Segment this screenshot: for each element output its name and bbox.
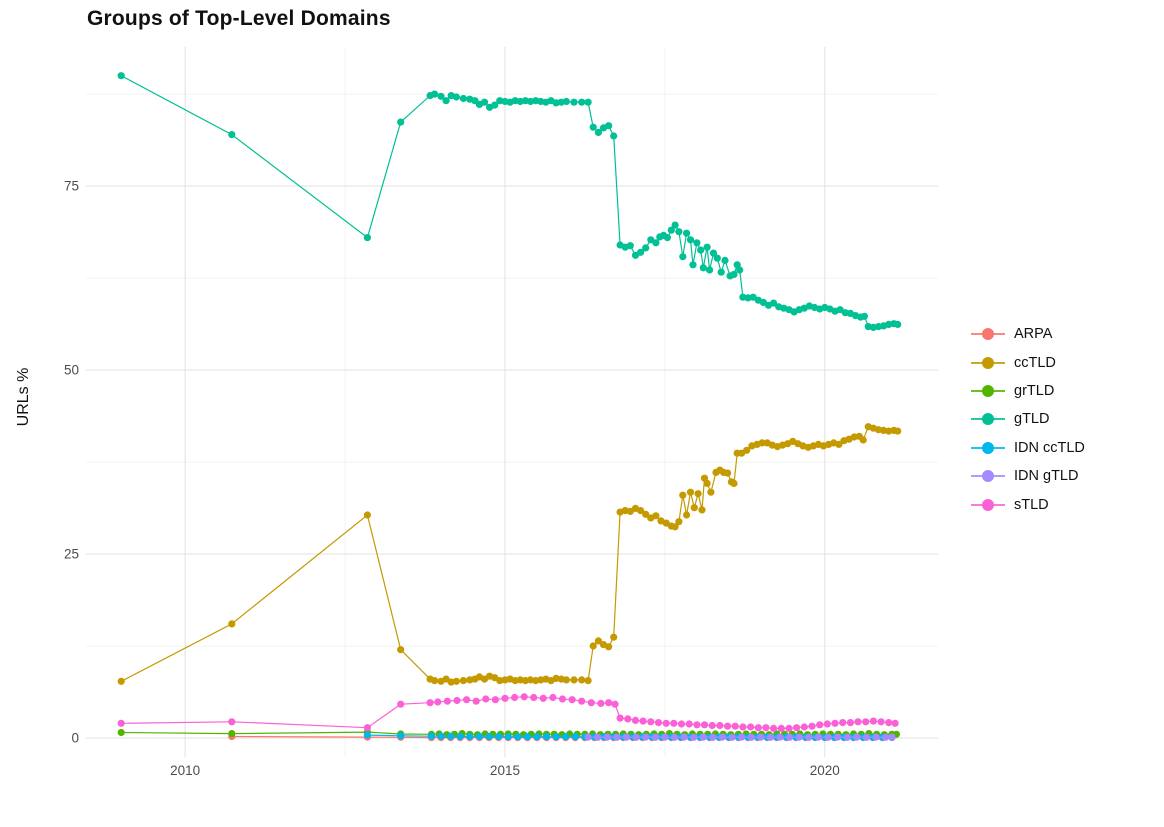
legend-dot-icon xyxy=(982,441,994,454)
x-tick-label: 2015 xyxy=(489,763,520,778)
legend-label: grTLD xyxy=(1014,382,1055,399)
legend-label: ARPA xyxy=(1014,326,1053,343)
legend-key-icon xyxy=(971,328,1005,341)
legend-item-arpa: ARPA xyxy=(971,320,1085,348)
y-tick-label: 75 xyxy=(63,178,79,194)
legend-item-stld: sTLD xyxy=(971,490,1085,518)
legend-dot-icon xyxy=(982,328,994,341)
y-axis-title: URLs % xyxy=(15,367,32,427)
legend-item-gtld: gTLD xyxy=(971,405,1085,433)
y-tick-label: 0 xyxy=(71,730,79,746)
major-gridlines xyxy=(86,47,938,757)
legend-dot-icon xyxy=(982,470,994,483)
minor-gridlines xyxy=(86,47,938,757)
chart-title: Groups of Top-Level Domains xyxy=(87,7,391,30)
legend-label: gTLD xyxy=(1014,411,1050,428)
legend-item-idn-gtld: IDN gTLD xyxy=(971,462,1085,490)
legend-label: IDN ccTLD xyxy=(1014,439,1085,456)
series-gtld xyxy=(117,72,902,331)
legend-key-icon xyxy=(971,470,1005,483)
series-cctld xyxy=(117,423,902,686)
y-tick-label: 25 xyxy=(63,546,79,562)
legend-label: sTLD xyxy=(1014,496,1049,513)
legend-dot-icon xyxy=(982,356,994,369)
legend-label: ccTLD xyxy=(1014,354,1056,371)
legend-dot-icon xyxy=(982,498,994,511)
legend-key-icon xyxy=(971,441,1005,454)
legend-dot-icon xyxy=(982,413,994,426)
legend-item-cctld: ccTLD xyxy=(971,348,1085,376)
legend-item-grtld: grTLD xyxy=(971,377,1085,405)
legend: ARPA ccTLD grTLD gTLD IDN ccTLD xyxy=(971,320,1085,519)
legend-label: IDN gTLD xyxy=(1014,468,1079,485)
legend-item-idn-cctld: IDN ccTLD xyxy=(971,434,1085,462)
legend-key-icon xyxy=(971,498,1005,511)
x-tick-label: 2020 xyxy=(809,763,840,778)
x-tick-label: 2010 xyxy=(170,763,201,778)
series-idn-gtld xyxy=(584,733,896,741)
legend-key-icon xyxy=(971,413,1005,426)
legend-key-icon xyxy=(971,384,1005,397)
series-stld xyxy=(117,693,899,733)
y-tick-label: 50 xyxy=(63,362,79,378)
legend-key-icon xyxy=(971,356,1005,369)
legend-dot-icon xyxy=(982,384,994,397)
